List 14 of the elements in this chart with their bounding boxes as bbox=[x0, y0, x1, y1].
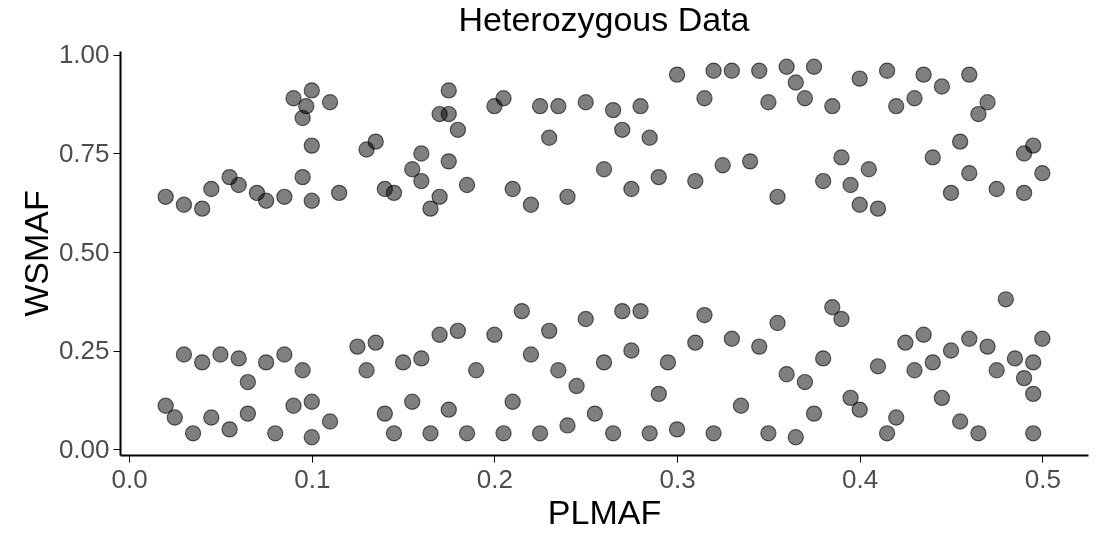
x-axis-title: PLMAF bbox=[547, 492, 662, 531]
x-tick-label: 0.4 bbox=[842, 463, 879, 494]
x-tick-label: 0.3 bbox=[659, 463, 696, 494]
y-axis-title: WSMAF bbox=[16, 190, 55, 317]
y-tick-label: 0.00 bbox=[58, 433, 110, 464]
x-tick-label: 0.2 bbox=[476, 463, 513, 494]
y-tick-label: 0.25 bbox=[58, 335, 110, 366]
x-tick-label: 0.1 bbox=[294, 463, 331, 494]
chart-title: Heterozygous Data bbox=[458, 0, 750, 38]
x-tick-label: 0.0 bbox=[111, 463, 148, 494]
x-tick-label: 0.5 bbox=[1024, 463, 1061, 494]
y-tick-label: 0.75 bbox=[58, 137, 110, 168]
y-tick-label: 0.50 bbox=[58, 236, 110, 267]
y-tick-label: 1.00 bbox=[58, 39, 110, 70]
